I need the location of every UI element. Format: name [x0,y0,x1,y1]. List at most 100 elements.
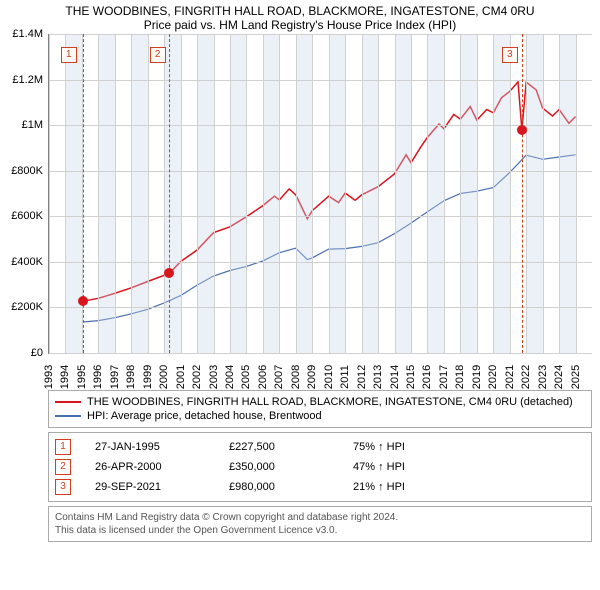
y-tick-label: £1.4M [12,28,43,40]
year-shade [296,34,312,353]
event-price: £350,000 [229,461,329,473]
title-block: THE WOODBINES, FINGRITH HALL ROAD, BLACK… [0,0,600,34]
year-shade [131,34,147,353]
plot-area: £0£200K£400K£600K£800K£1M£1.2M£1.4M19931… [48,34,592,354]
x-tick-label: 1999 [142,365,154,389]
gridline-v [477,34,478,353]
gridline-v [131,34,132,353]
x-tick-label: 2017 [438,365,450,389]
x-tick-label: 2023 [537,365,549,389]
event-row: 329-SEP-2021£980,00021% ↑ HPI [55,477,585,497]
y-tick-label: £800K [11,165,43,177]
x-tick-label: 2011 [339,365,351,389]
gridline-v [246,34,247,353]
event-pct: 21% ↑ HPI [353,481,585,493]
gridline-v [181,34,182,353]
x-tick-label: 2007 [273,365,285,389]
event-dot [164,268,174,278]
x-tick-label: 2018 [454,365,466,389]
event-vline [522,34,523,353]
gridline-v [214,34,215,353]
plot-inner: £0£200K£400K£600K£800K£1M£1.2M£1.4M19931… [48,34,592,354]
year-shade [427,34,443,353]
x-tick-label: 2019 [471,365,483,389]
gridline-v [148,34,149,353]
x-tick-label: 2010 [323,365,335,389]
year-shade [329,34,345,353]
event-marker-box: 3 [502,47,518,63]
footer-line1: Contains HM Land Registry data © Crown c… [55,511,585,524]
year-shade [197,34,213,353]
y-tick-label: £400K [11,256,43,268]
gridline-v [65,34,66,353]
x-tick-label: 1998 [125,365,137,389]
event-pct: 75% ↑ HPI [353,441,585,453]
x-tick-label: 2005 [240,365,252,389]
x-tick-label: 2013 [372,365,384,389]
x-tick-label: 2012 [356,365,368,389]
x-tick-label: 2002 [191,365,203,389]
title-subtitle: Price paid vs. HM Land Registry's House … [0,18,600,32]
legend-row: HPI: Average price, detached house, Bren… [55,409,585,423]
legend-label: THE WOODBINES, FINGRITH HALL ROAD, BLACK… [87,396,573,408]
event-vline [169,34,170,353]
x-tick-label: 2004 [224,365,236,389]
event-price: £227,500 [229,441,329,453]
event-date: 26-APR-2000 [95,461,205,473]
year-shade [559,34,575,353]
y-tick-label: £1M [22,119,43,131]
event-marker-box: 1 [61,47,77,63]
gridline-v [543,34,544,353]
gridline-v [49,34,50,353]
gridline-v [427,34,428,353]
year-shade [98,34,114,353]
x-tick-label: 2014 [389,365,401,389]
year-shade [362,34,378,353]
legend-swatch [55,415,81,417]
x-tick-label: 2020 [487,365,499,389]
event-date: 29-SEP-2021 [95,481,205,493]
gridline-v [559,34,560,353]
title-address: THE WOODBINES, FINGRITH HALL ROAD, BLACK… [0,4,600,18]
y-tick-label: £600K [11,210,43,222]
x-tick-label: 2022 [520,365,532,389]
gridline-v [98,34,99,353]
gridline-v [296,34,297,353]
x-tick-label: 2024 [553,365,565,389]
y-tick-label: £200K [11,301,43,313]
year-shade [526,34,542,353]
x-tick-label: 1996 [92,365,104,389]
gridline-v [197,34,198,353]
year-shade [164,34,180,353]
legend-label: HPI: Average price, detached house, Bren… [87,410,322,422]
event-number: 1 [55,439,71,455]
x-tick-label: 2021 [504,365,516,389]
gridline-v [460,34,461,353]
year-shade [230,34,246,353]
legend-swatch [55,401,81,403]
footer-block: Contains HM Land Registry data © Crown c… [48,506,592,542]
gridline-v [510,34,511,353]
event-row: 127-JAN-1995£227,50075% ↑ HPI [55,437,585,457]
gridline-v [329,34,330,353]
gridline-v [164,34,165,353]
gridline-v [526,34,527,353]
gridline-v [230,34,231,353]
x-tick-label: 2015 [405,365,417,389]
year-shade [263,34,279,353]
gridline-v [263,34,264,353]
legend-row: THE WOODBINES, FINGRITH HALL ROAD, BLACK… [55,395,585,409]
chart-container: THE WOODBINES, FINGRITH HALL ROAD, BLACK… [0,0,600,542]
events-block: 127-JAN-1995£227,50075% ↑ HPI226-APR-200… [48,432,592,502]
x-tick-label: 2025 [570,365,582,389]
y-tick-label: £1.2M [12,74,43,86]
footer-line2: This data is licensed under the Open Gov… [55,524,585,537]
event-row: 226-APR-2000£350,00047% ↑ HPI [55,457,585,477]
x-tick-label: 2008 [290,365,302,389]
x-tick-label: 1995 [76,365,88,389]
gridline-v [576,34,577,353]
gridline-v [115,34,116,353]
event-marker-box: 2 [150,47,166,63]
x-tick-label: 1997 [109,365,121,389]
event-dot [517,125,527,135]
